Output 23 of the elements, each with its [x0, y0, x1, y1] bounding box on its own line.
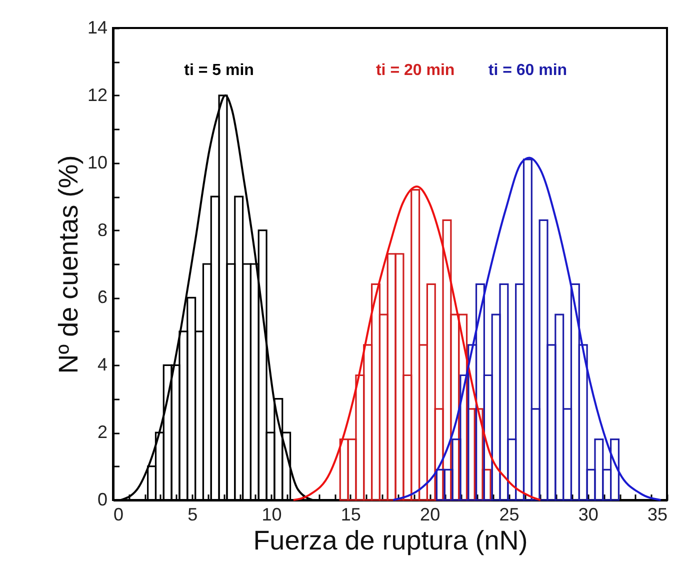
x-tick-label: 15	[340, 504, 361, 524]
text: ti = 60 min	[488, 62, 568, 79]
text: ti = 20 min	[376, 62, 455, 79]
x-tick-label: 0	[114, 504, 124, 524]
y-tick-label: 6	[97, 287, 108, 308]
y-axis-title: Nº de cuentas (%)	[53, 155, 84, 374]
line-series	[392, 156, 662, 501]
y-tick-label: 12	[87, 84, 108, 105]
y-tick-label: 0	[97, 490, 108, 510]
x-tick-label: 5	[188, 504, 198, 524]
y-tick-label: 14	[87, 18, 108, 38]
x-tick-label: 25	[499, 504, 520, 524]
y-tick-label: 10	[87, 152, 108, 172]
y-tick-label: 2	[97, 422, 108, 442]
y-tick-label: 8	[97, 220, 108, 240]
x-tick-label: 30	[578, 504, 598, 524]
x-tick-label: 35	[647, 504, 668, 524]
series-label: ti = 5 min	[184, 62, 254, 79]
line-series	[292, 185, 542, 501]
x-axis-title: Fuerza de ruptura (nN)	[253, 526, 528, 556]
x-tick-label: 20	[420, 504, 440, 524]
y-tick-label: 4	[97, 354, 108, 375]
x-tick-label: 10	[262, 504, 282, 524]
